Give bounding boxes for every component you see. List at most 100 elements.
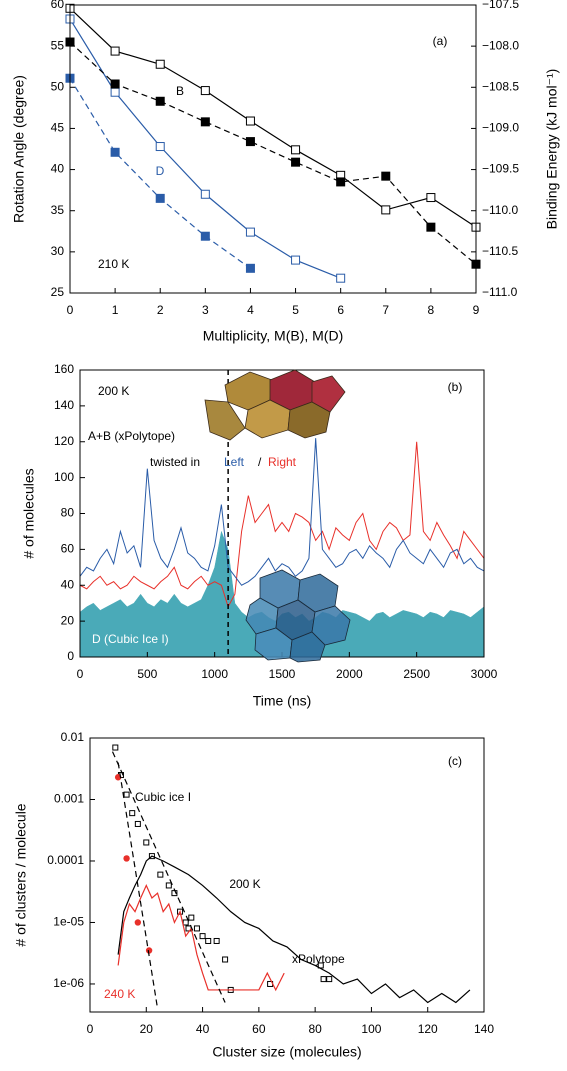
panel: 0 20 40 60 80 100 120 140 1e-06 1e-05 0.0001 0.001 0… bbox=[13, 730, 495, 1060]
x-tick-label: 0 bbox=[77, 667, 84, 681]
y-tick-label: 40 bbox=[61, 577, 75, 591]
y-tick-label: 30 bbox=[51, 244, 65, 258]
y2-tick-label: −111.0 bbox=[482, 285, 518, 299]
point bbox=[193, 925, 200, 932]
x-tick-label: 500 bbox=[137, 667, 157, 681]
point bbox=[426, 222, 436, 232]
plot-frame bbox=[69, 4, 477, 294]
x-tick-label: 1 bbox=[112, 303, 119, 317]
y2-tick-label: −107.5 bbox=[482, 0, 519, 11]
point bbox=[200, 117, 210, 127]
x-tick-label: 60 bbox=[252, 1022, 266, 1036]
x-tick-label: 100 bbox=[361, 1022, 381, 1036]
molecule-top bbox=[204, 369, 346, 441]
point bbox=[155, 96, 165, 106]
x-tick-label: 5 bbox=[292, 303, 299, 317]
point bbox=[199, 933, 206, 940]
annotation: D (Cubic Ice I) bbox=[92, 632, 169, 646]
point bbox=[200, 189, 210, 199]
point bbox=[145, 947, 153, 954]
y-tick-label: 60 bbox=[51, 0, 65, 11]
point bbox=[155, 59, 165, 69]
x-tick-label: 3 bbox=[202, 303, 209, 317]
annotation: A+B (xPolytope) bbox=[88, 429, 175, 443]
y2-tick-label: −108.5 bbox=[482, 79, 519, 93]
x-tick-label: 1000 bbox=[201, 667, 228, 681]
x-tick-label: 2000 bbox=[336, 667, 363, 681]
annotation: (b) bbox=[448, 380, 463, 394]
line bbox=[69, 41, 477, 265]
point bbox=[200, 86, 210, 96]
y-tick-label: 25 bbox=[51, 285, 65, 299]
point bbox=[381, 205, 391, 215]
annotation: D bbox=[156, 164, 165, 178]
y2-axis-title: Binding Energy (kJ mol⁻¹) bbox=[544, 69, 560, 230]
point bbox=[245, 116, 255, 126]
point bbox=[205, 937, 212, 944]
y-tick-label: 160 bbox=[54, 362, 74, 376]
y2-tick-label: −110.0 bbox=[482, 203, 518, 217]
point bbox=[426, 193, 436, 203]
point bbox=[320, 976, 327, 983]
point bbox=[188, 914, 195, 921]
y-tick-label: 50 bbox=[51, 79, 65, 93]
point bbox=[110, 46, 120, 56]
point bbox=[155, 142, 165, 152]
y-axis-title: # of molecules bbox=[21, 468, 37, 558]
annotation: / bbox=[258, 455, 262, 469]
point bbox=[112, 744, 119, 751]
point bbox=[155, 193, 165, 203]
y-tick-label: 1e-06 bbox=[53, 976, 84, 990]
annotation: 200 K bbox=[229, 877, 260, 891]
point bbox=[336, 273, 346, 283]
x-tick-label: 2500 bbox=[403, 667, 430, 681]
panel: 0 1 2 3 4 5 6 7 8 92530354045505560−111.0−110.5−1… bbox=[11, 0, 560, 344]
line bbox=[111, 751, 226, 1003]
annotation: 240 K bbox=[104, 987, 135, 1001]
annotation: (a) bbox=[433, 34, 448, 48]
y-tick-label: 40 bbox=[51, 162, 65, 176]
y-tick-label: 120 bbox=[54, 434, 74, 448]
y-tick-label: 0.01 bbox=[61, 730, 85, 744]
y-tick-label: 35 bbox=[51, 203, 65, 217]
y-tick-label: 100 bbox=[54, 470, 74, 484]
y-tick-label: 55 bbox=[51, 38, 65, 52]
annotation: Right bbox=[268, 455, 297, 469]
point bbox=[245, 137, 255, 147]
y-tick-label: 45 bbox=[51, 121, 65, 135]
point bbox=[291, 145, 301, 155]
x-tick-label: 120 bbox=[418, 1022, 438, 1036]
x-tick-label: 20 bbox=[140, 1022, 154, 1036]
x-tick-label: 4 bbox=[247, 303, 254, 317]
line bbox=[117, 762, 159, 1009]
point bbox=[134, 820, 141, 827]
x-tick-label: 2 bbox=[157, 303, 164, 317]
x-axis-title: Time (ns) bbox=[253, 693, 312, 709]
point bbox=[123, 855, 130, 862]
point bbox=[110, 79, 120, 89]
annotation: (c) bbox=[448, 754, 462, 768]
x-tick-label: 80 bbox=[308, 1022, 322, 1036]
point bbox=[110, 147, 120, 157]
point bbox=[326, 976, 333, 983]
y-tick-label: 0 bbox=[67, 649, 74, 663]
y2-tick-label: −109.0 bbox=[482, 121, 519, 135]
point bbox=[110, 87, 120, 97]
y-tick-label: 1e-05 bbox=[53, 915, 84, 929]
y2-tick-label: −108.0 bbox=[482, 38, 519, 52]
annotation: 200 K bbox=[98, 384, 129, 398]
y2-tick-label: −110.5 bbox=[482, 244, 518, 258]
y-axis-title: # of clusters / molecule bbox=[13, 803, 29, 946]
point bbox=[245, 263, 255, 273]
plot-frame bbox=[89, 737, 485, 1013]
x-tick-label: 1500 bbox=[269, 667, 296, 681]
annotation: Left bbox=[224, 455, 245, 469]
point bbox=[213, 937, 220, 944]
y-tick-label: 0.0001 bbox=[47, 853, 84, 867]
panel: 0 500 1000 1500 2000 2500 3000 0 20 40 60 80 100 120 1… bbox=[21, 362, 498, 709]
point bbox=[123, 791, 130, 798]
y-tick-label: 0.001 bbox=[54, 792, 84, 806]
x-tick-label: 9 bbox=[473, 303, 480, 317]
